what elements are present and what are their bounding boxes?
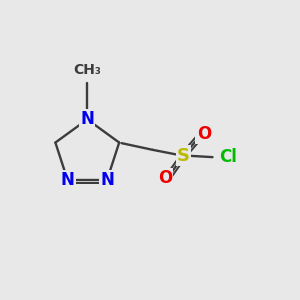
Text: N: N (100, 171, 114, 189)
Text: N: N (61, 171, 74, 189)
Text: CH₃: CH₃ (74, 63, 101, 77)
Text: N: N (80, 110, 94, 128)
Text: O: O (197, 124, 211, 142)
Text: S: S (177, 147, 190, 165)
Text: Cl: Cl (219, 148, 237, 166)
Text: O: O (158, 169, 172, 188)
